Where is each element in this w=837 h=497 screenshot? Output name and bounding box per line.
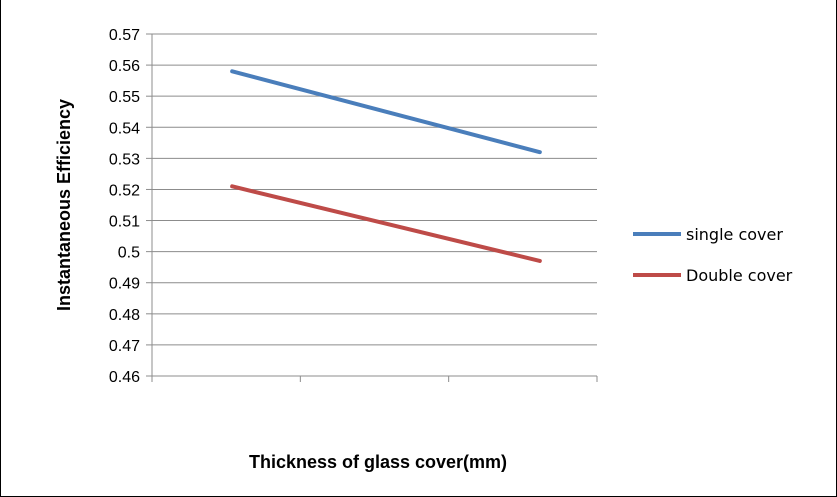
legend-label: Double cover [686,266,793,285]
legend-label: single cover [686,225,783,244]
x-axis-title: Thickness of glass cover(mm) [249,452,507,472]
y-tick-label: 0.53 [109,151,140,168]
y-tick-label: 0.47 [109,338,140,355]
y-tick-label: 0.56 [109,58,140,75]
gridlines [152,33,597,346]
y-tick-labels: 0.46 0.47 0.48 0.49 0.5 0.51 0.52 0.53 0.54 0.55 0… [109,27,140,386]
y-tick-label: 0.57 [109,27,140,44]
series-line-double-cover [230,184,542,263]
y-tick-label: 0.55 [109,89,140,106]
y-tick-label: 0.54 [109,120,140,137]
series-line-single-cover [230,69,542,155]
y-axis-title: Instantaneous Efficiency [54,99,74,311]
y-tick-label: 0.51 [109,214,140,231]
y-tick-label: 0.46 [109,369,140,386]
y-tick-label: 0.48 [109,307,140,324]
y-tick-label: 0.52 [109,182,140,199]
axes [146,33,598,382]
legend: single cover Double cover [633,225,793,285]
y-tick-label: 0.49 [109,276,140,293]
series-lines [230,69,542,263]
y-tick-label: 0.5 [118,245,140,262]
